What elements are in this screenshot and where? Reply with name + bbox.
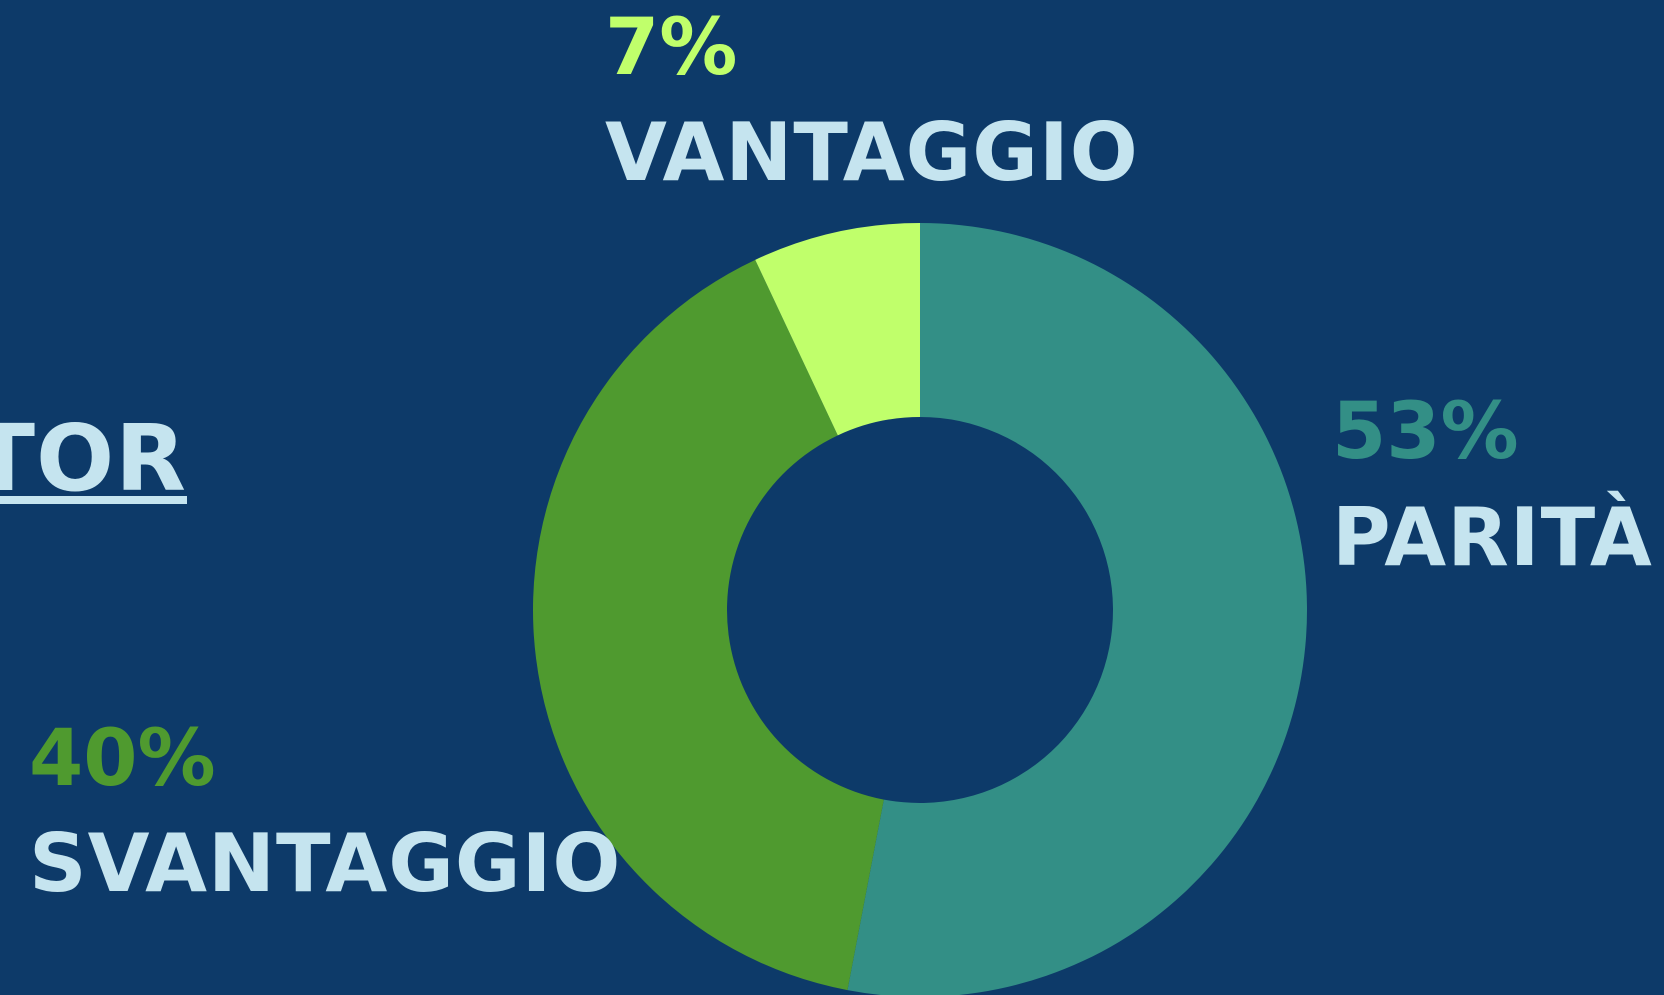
category-label: SVANTAGGIO bbox=[29, 817, 621, 910]
slice bbox=[533, 259, 884, 991]
category-label: PARITÀ bbox=[1332, 490, 1653, 584]
slice bbox=[847, 223, 1307, 995]
value-label: 40% bbox=[29, 714, 216, 804]
slice bbox=[755, 223, 920, 436]
heading-underline bbox=[0, 496, 187, 504]
value-label: 7% bbox=[605, 3, 737, 93]
category-label: VANTAGGIO bbox=[605, 106, 1139, 199]
value-label: 53% bbox=[1332, 387, 1519, 477]
heading: TOR bbox=[0, 405, 187, 512]
